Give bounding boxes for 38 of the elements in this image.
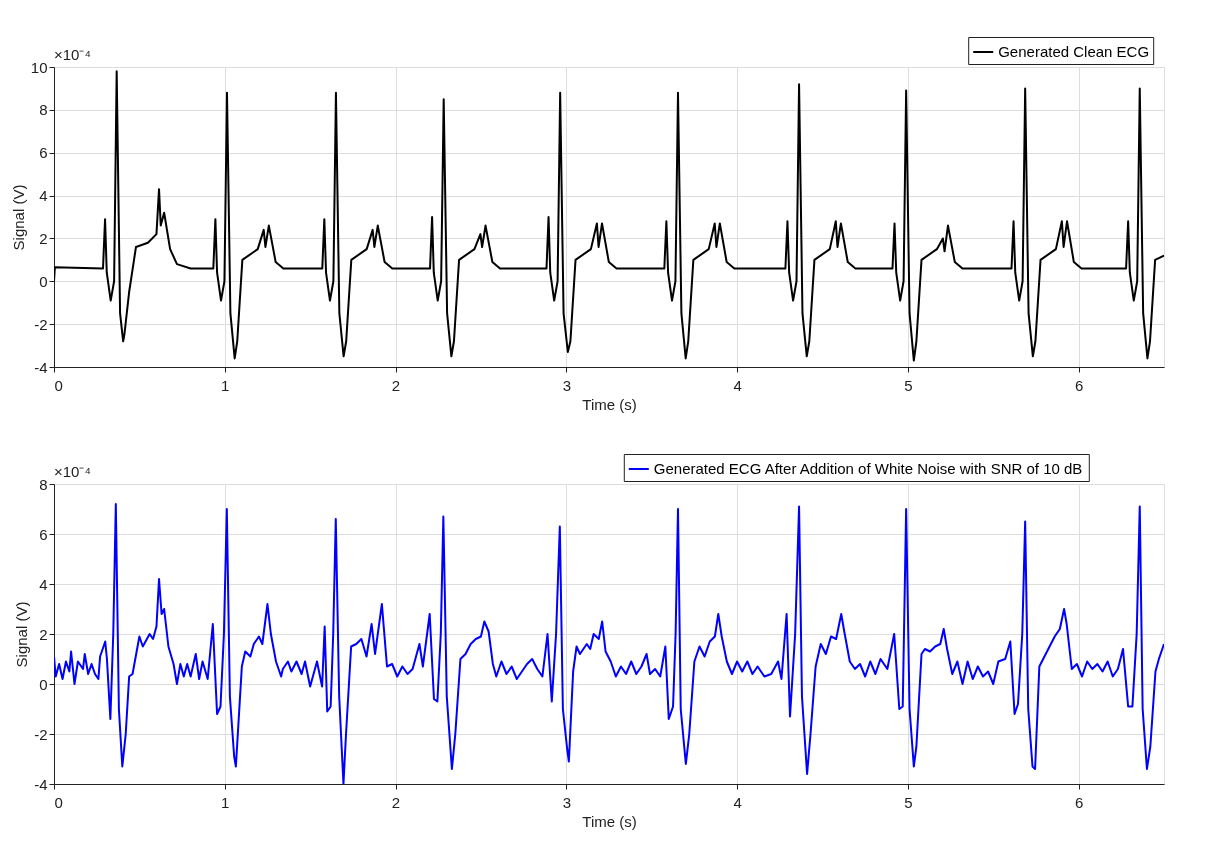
y-tick-label: 8 — [39, 475, 48, 493]
legend-label: Generated ECG After Addition of White Noise with SNR of 10 dB — [653, 460, 1083, 477]
x-tick-label: 0 — [54, 376, 63, 394]
x-tick-label: 6 — [1074, 793, 1084, 811]
x-axis-title: Time (s) — [582, 812, 637, 830]
y-tick-label: 2 — [39, 229, 48, 247]
y-tick-label: 8 — [39, 101, 48, 119]
y-tick-label: 6 — [39, 525, 48, 543]
x-axis-title: Time (s) — [582, 395, 637, 413]
legend-label: Generated Clean ECG — [998, 43, 1150, 60]
x-tick-label: 3 — [562, 376, 571, 394]
x-tick-label: 5 — [904, 793, 913, 811]
x-tick-label: 5 — [904, 376, 913, 394]
text: ×10⁻⁴ — [54, 46, 91, 63]
y-tick-label: -2 — [34, 315, 48, 333]
y-tick-label: 0 — [39, 272, 48, 290]
y-tick-label: -2 — [34, 725, 48, 743]
x-tick-label: 2 — [391, 376, 401, 394]
y-tick-label: -4 — [34, 358, 48, 376]
x-tick-label: 4 — [733, 793, 742, 811]
x-tick-label: 6 — [1074, 376, 1084, 394]
y-tick-label: 10 — [30, 58, 48, 76]
y-tick-label: 6 — [39, 144, 48, 162]
x-tick-label: 1 — [221, 376, 230, 394]
y-tick-label: 2 — [39, 625, 48, 643]
y-tick-label: 4 — [39, 187, 48, 205]
line-series — [54, 70, 1164, 362]
y-tick-label: 4 — [39, 575, 48, 593]
y-tick-label: 0 — [39, 675, 48, 693]
x-tick-label: 0 — [54, 793, 63, 811]
x-tick-label: 3 — [562, 793, 571, 811]
x-tick-label: 2 — [391, 793, 401, 811]
x-tick-label: 4 — [733, 376, 742, 394]
y-tick-label: -4 — [34, 775, 48, 793]
y-axis-title: Signal (V) — [9, 184, 27, 251]
text: ×10⁻⁴ — [54, 463, 91, 480]
x-tick-label: 1 — [221, 793, 230, 811]
y-axis-title: Signal (V) — [13, 601, 31, 668]
